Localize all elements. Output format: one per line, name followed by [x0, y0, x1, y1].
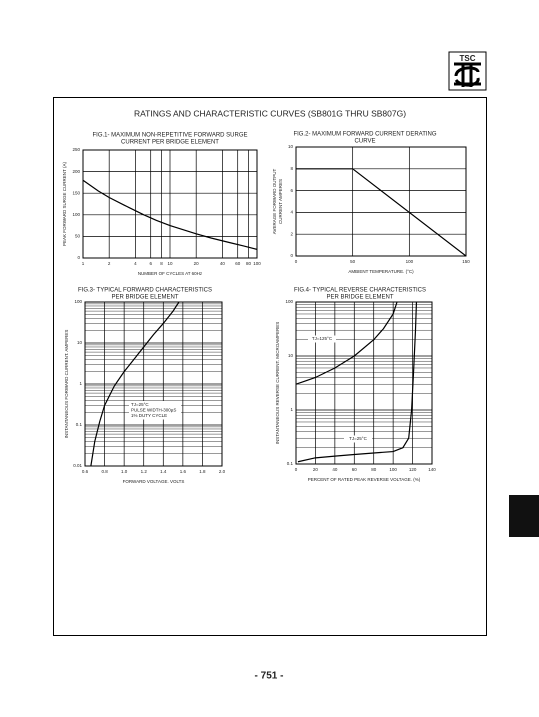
y-axis-label: INSTANTANEOUS REVERSE CURRENT. MICROAMPE…: [275, 322, 280, 445]
x-axis-label: AMBIENT TEMPERATURE. (°C): [348, 269, 414, 274]
page-title: RATINGS AND CHARACTERISTIC CURVES (SB801…: [134, 108, 406, 118]
x-axis-label: FORWARD VOLTAGE. VOLTS: [123, 479, 185, 484]
x-tick-label: 120: [409, 467, 417, 472]
x-axis-label: PERCENT OF RATED PEAK REVERSE VOLTAGE. (…: [308, 477, 421, 482]
y-tick-label: 10: [77, 340, 83, 345]
data-line: [90, 301, 180, 467]
x-tick-label: 4: [134, 261, 137, 266]
y-axis-label: CURRENT AMPERES: [278, 179, 283, 224]
chart-title: FIG.1- MAXIMUM NON-REPETITIVE FORWARD SU…: [92, 133, 247, 139]
annotation-bg: [129, 401, 181, 420]
data-line: [82, 179, 258, 250]
x-tick-label: 20: [194, 261, 200, 266]
annotation: 1% DUTY CYCLE: [131, 413, 167, 418]
y-tick-label: 8: [290, 166, 293, 171]
chart-title: FIG.4- TYPICAL REVERSE CHARACTERISTICS: [294, 288, 426, 294]
y-tick-label: 0.01: [73, 463, 82, 468]
x-tick-label: 1.6: [180, 469, 187, 474]
plot-frame: [295, 146, 467, 257]
x-tick-label: 0: [295, 259, 298, 264]
x-tick-label: 40: [220, 261, 226, 266]
chart-title: PER BRIDGE ELEMENT: [111, 295, 178, 301]
y-tick-label: 1: [290, 407, 293, 412]
x-tick-label: 100: [389, 467, 397, 472]
x-tick-label: 0.8: [101, 469, 108, 474]
x-tick-label: 2: [108, 261, 111, 266]
x-tick-label: 40: [332, 467, 338, 472]
chart-title: PER BRIDGE ELEMENT: [326, 295, 393, 301]
y-tick-label: 0: [77, 255, 80, 260]
x-tick-label: 50: [350, 259, 356, 264]
data-line: [296, 168, 467, 257]
y-tick-label: 2: [290, 231, 293, 236]
y-tick-label: 50: [75, 234, 81, 239]
series-label-bg: [308, 335, 336, 343]
y-tick-label: 150: [72, 190, 80, 195]
y-axis-label: AVERAGE FORWARD OUTPUT: [272, 169, 277, 235]
y-tick-label: 100: [285, 299, 293, 304]
y-tick-label: 200: [72, 169, 80, 174]
x-tick-label: 10: [167, 261, 173, 266]
y-tick-label: 0.1: [76, 422, 83, 427]
y-tick-label: 1: [79, 381, 82, 386]
x-tick-label: 140: [428, 467, 436, 472]
series-label: TJ=25°C: [349, 436, 367, 441]
y-axis-label: PEAK FORWARD SURGE CURRENT (A): [62, 162, 67, 246]
x-tick-label: 0.6: [82, 469, 89, 474]
annotation: PULSE WIDTH-300µS: [131, 408, 176, 413]
x-tick-label: 1.4: [160, 469, 167, 474]
series-label: TJ=125°C: [312, 336, 333, 341]
content-frame: [53, 97, 487, 636]
x-tick-label: 100: [253, 261, 261, 266]
side-tab: [509, 495, 539, 537]
y-tick-label: 10: [288, 144, 294, 149]
x-tick-label: 1.8: [199, 469, 206, 474]
page-number: - 751 -: [255, 671, 284, 682]
logo-box: [448, 51, 487, 91]
x-tick-label: 6: [149, 261, 152, 266]
chart-title: CURVE: [355, 139, 376, 145]
chart-title: CURRENT PER BRIDGE ELEMENT: [121, 140, 219, 146]
y-tick-label: 0: [290, 253, 293, 258]
y-tick-label: 100: [74, 299, 82, 304]
y-tick-label: 0.1: [287, 461, 294, 466]
y-tick-label: 100: [72, 212, 80, 217]
data-line: [297, 301, 418, 463]
y-tick-label: 6: [290, 188, 293, 193]
x-tick-label: 0: [295, 467, 298, 472]
chart-title: FIG.3- TYPICAL FORWARD CHARACTERISTICS: [78, 288, 212, 294]
y-tick-label: 10: [288, 353, 294, 358]
y-axis-label: INSTANTANEOUS FORWARD CURRENT. AMPERES: [64, 330, 69, 439]
logo-symbol: [454, 62, 481, 87]
data-line: [295, 301, 398, 385]
logo-text: TSC: [460, 54, 476, 63]
x-tick-label: 8: [160, 261, 163, 266]
x-tick-label: 1.2: [141, 469, 148, 474]
x-tick-label: 80: [246, 261, 252, 266]
x-tick-label: 1.0: [121, 469, 128, 474]
x-tick-label: 60: [235, 261, 241, 266]
annotation: TJ=25°C: [131, 402, 149, 407]
series-label-bg: [344, 435, 372, 443]
x-axis-label: NUMBER OF CYCLES AT 60Hz: [138, 271, 203, 276]
x-tick-label: 1: [82, 261, 85, 266]
x-tick-label: 80: [371, 467, 377, 472]
x-tick-label: 20: [313, 467, 319, 472]
chart-title: FIG.2- MAXIMUM FORWARD CURRENT DERATING: [293, 132, 436, 138]
x-tick-label: 2.0: [219, 469, 226, 474]
x-tick-label: 100: [406, 259, 414, 264]
x-tick-label: 150: [462, 259, 470, 264]
x-tick-label: 60: [352, 467, 358, 472]
y-tick-label: 4: [290, 210, 293, 215]
y-tick-label: 250: [72, 147, 80, 152]
